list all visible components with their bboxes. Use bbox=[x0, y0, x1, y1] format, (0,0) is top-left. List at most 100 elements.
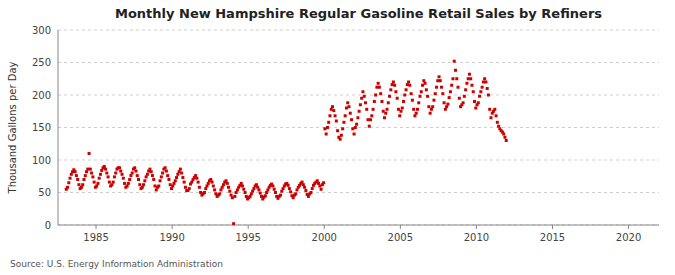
point bbox=[287, 184, 290, 187]
point bbox=[184, 186, 187, 189]
point bbox=[159, 179, 162, 182]
point bbox=[152, 178, 155, 181]
y-axis-title: Thousand Gallons per Day bbox=[7, 61, 18, 194]
chart-container: 0501001502002503001985199019952000200520… bbox=[0, 0, 675, 275]
point bbox=[123, 182, 126, 185]
point bbox=[250, 192, 253, 195]
point bbox=[289, 190, 292, 193]
point bbox=[331, 105, 334, 108]
point bbox=[148, 168, 151, 171]
point bbox=[274, 191, 277, 194]
point bbox=[145, 175, 148, 178]
point bbox=[483, 77, 486, 80]
point bbox=[265, 191, 268, 194]
point bbox=[495, 114, 498, 117]
point bbox=[439, 79, 442, 82]
x-tick-label: 2010 bbox=[464, 232, 489, 243]
point bbox=[496, 121, 499, 124]
x-tick bbox=[248, 225, 249, 229]
x-tick bbox=[172, 225, 173, 229]
point bbox=[377, 82, 380, 85]
point bbox=[100, 169, 103, 172]
point bbox=[129, 174, 132, 177]
point bbox=[198, 186, 201, 189]
point bbox=[75, 174, 78, 177]
point bbox=[142, 183, 145, 186]
point bbox=[425, 88, 428, 91]
point bbox=[347, 105, 350, 108]
point bbox=[74, 170, 77, 173]
point bbox=[489, 116, 492, 119]
point bbox=[303, 186, 306, 189]
point bbox=[84, 174, 87, 177]
point bbox=[332, 109, 335, 112]
point bbox=[316, 179, 319, 182]
x-tick-label: 1995 bbox=[235, 232, 260, 243]
point bbox=[108, 181, 111, 184]
point bbox=[233, 195, 236, 198]
point bbox=[434, 92, 437, 95]
point bbox=[455, 77, 458, 80]
point bbox=[288, 187, 291, 190]
point bbox=[302, 183, 305, 186]
point bbox=[462, 101, 465, 104]
point bbox=[448, 96, 451, 99]
point bbox=[363, 95, 366, 98]
point bbox=[90, 172, 93, 175]
point bbox=[440, 86, 443, 89]
point bbox=[99, 173, 102, 176]
point bbox=[472, 90, 475, 93]
point bbox=[473, 100, 476, 103]
point bbox=[484, 81, 487, 84]
point bbox=[457, 86, 460, 89]
point bbox=[320, 188, 323, 191]
x-tick-label: 2005 bbox=[388, 232, 413, 243]
point bbox=[364, 101, 367, 104]
point bbox=[420, 90, 423, 93]
point bbox=[122, 177, 125, 180]
point bbox=[435, 86, 438, 89]
point bbox=[77, 183, 80, 186]
point bbox=[445, 105, 448, 108]
point bbox=[251, 190, 254, 193]
point bbox=[387, 101, 390, 104]
point bbox=[205, 185, 208, 188]
point bbox=[228, 190, 231, 193]
point bbox=[358, 110, 361, 113]
point bbox=[394, 90, 397, 93]
point bbox=[110, 183, 113, 186]
point bbox=[240, 182, 243, 185]
point bbox=[190, 181, 193, 184]
point bbox=[350, 118, 353, 121]
point bbox=[195, 177, 198, 180]
y-tick-label: 300 bbox=[32, 25, 51, 36]
point bbox=[273, 188, 276, 191]
x-tick bbox=[628, 225, 629, 229]
point bbox=[157, 185, 160, 188]
point bbox=[396, 97, 399, 100]
point bbox=[443, 101, 446, 104]
point bbox=[70, 173, 73, 176]
point bbox=[356, 116, 359, 119]
point bbox=[113, 175, 116, 178]
point bbox=[203, 191, 206, 194]
point bbox=[151, 174, 154, 177]
point bbox=[292, 196, 295, 199]
point bbox=[353, 133, 356, 136]
point bbox=[334, 114, 337, 117]
point bbox=[218, 192, 221, 195]
point bbox=[399, 110, 402, 113]
point bbox=[384, 112, 387, 115]
point bbox=[194, 174, 197, 177]
point bbox=[103, 165, 106, 168]
point bbox=[232, 222, 235, 225]
point bbox=[118, 166, 121, 169]
point bbox=[174, 179, 177, 182]
point bbox=[309, 191, 312, 194]
point bbox=[346, 101, 349, 104]
point bbox=[370, 114, 373, 117]
point bbox=[294, 192, 297, 195]
point bbox=[211, 181, 214, 184]
point bbox=[137, 178, 140, 181]
point bbox=[126, 185, 129, 188]
